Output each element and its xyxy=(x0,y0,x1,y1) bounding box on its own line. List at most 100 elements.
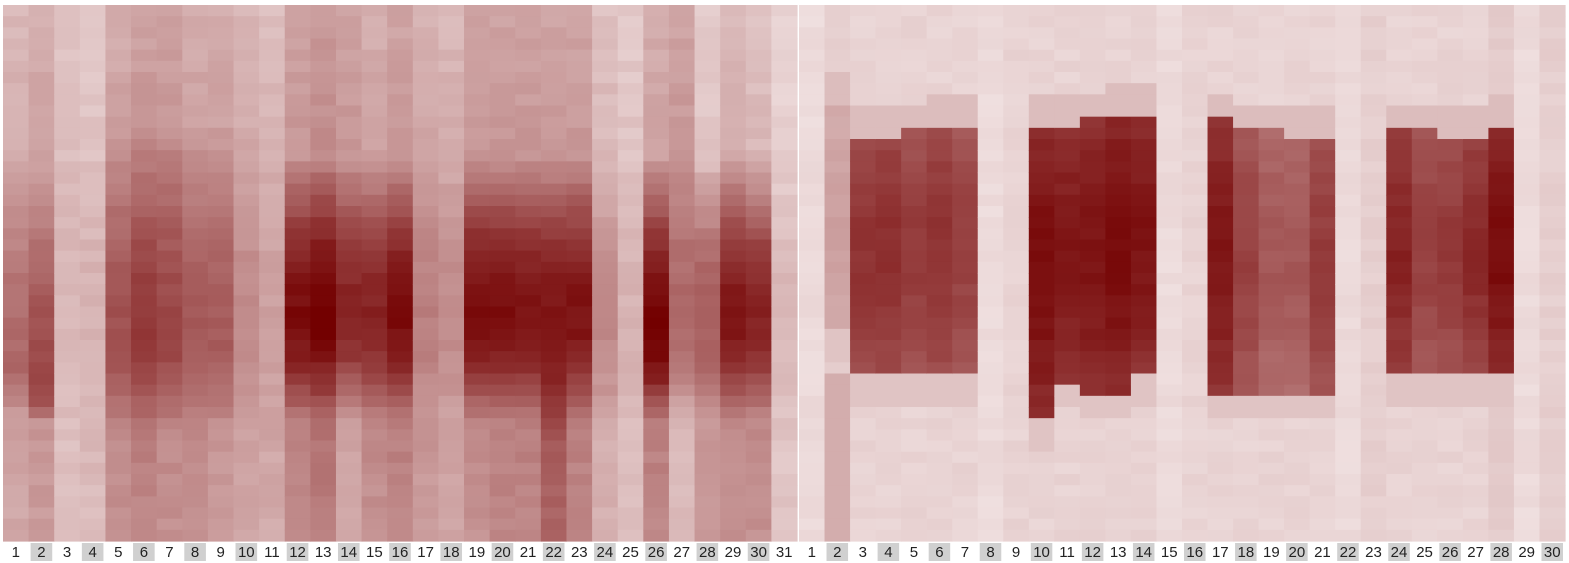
heatmap-cell xyxy=(335,295,363,308)
heatmap-cell xyxy=(875,150,902,162)
heatmap-cell xyxy=(875,284,902,296)
heatmap-cell xyxy=(1513,451,1541,464)
day-label: 16 xyxy=(392,544,409,561)
heatmap-cell xyxy=(592,474,619,486)
heatmap-cell xyxy=(977,306,1004,319)
heatmap-cell xyxy=(233,384,260,397)
heatmap-cell xyxy=(28,485,55,497)
heatmap-cell xyxy=(1054,161,1081,174)
heatmap-cell xyxy=(1335,60,1362,73)
heatmap-cell xyxy=(643,150,670,162)
heatmap-cell xyxy=(412,407,440,419)
heatmap-cell xyxy=(259,485,286,497)
heatmap-cell xyxy=(850,250,877,263)
heatmap-cell xyxy=(233,518,260,531)
heatmap-cell xyxy=(1284,273,1311,285)
heatmap-cell xyxy=(540,362,568,375)
heatmap-cell xyxy=(566,172,593,185)
heatmap-cell xyxy=(952,474,979,486)
heatmap-cell xyxy=(1360,295,1387,308)
heatmap-cell xyxy=(156,328,183,341)
heatmap-cell xyxy=(310,239,337,252)
heatmap-cell xyxy=(926,139,953,151)
heatmap-cell xyxy=(1079,440,1106,453)
heatmap-cell xyxy=(1488,496,1515,509)
heatmap-cell xyxy=(105,217,132,229)
heatmap-cell xyxy=(643,127,670,140)
heatmap-cell xyxy=(1156,83,1183,95)
heatmap-cell xyxy=(799,217,826,229)
heatmap-cell xyxy=(310,340,337,352)
heatmap-cell xyxy=(105,194,132,207)
heatmap-cell xyxy=(182,273,209,285)
heatmap-cell xyxy=(566,474,593,486)
heatmap-cell xyxy=(156,518,183,531)
heatmap-cell xyxy=(259,72,286,84)
heatmap-cell xyxy=(1105,351,1132,363)
heatmap-cell xyxy=(643,116,670,129)
heatmap-cell xyxy=(1207,273,1234,285)
heatmap-cell xyxy=(1411,228,1438,241)
heatmap-cell xyxy=(1207,127,1234,140)
heatmap-cell xyxy=(156,127,183,140)
heatmap-cell xyxy=(1335,261,1362,274)
heatmap-cell xyxy=(1258,351,1285,363)
heatmap-cell xyxy=(694,27,721,40)
heatmap-cell xyxy=(515,328,542,341)
heatmap-cell xyxy=(3,60,30,73)
heatmap-cell xyxy=(182,429,209,442)
heatmap-cell xyxy=(1130,407,1158,419)
heatmap-cell xyxy=(1309,351,1336,363)
heatmap-cell xyxy=(1539,440,1566,453)
heatmap-cell xyxy=(1462,239,1489,252)
heatmap-cell xyxy=(1386,60,1413,73)
heatmap-cell xyxy=(1488,161,1515,174)
heatmap-cell xyxy=(952,507,979,520)
heatmap-cell xyxy=(182,239,209,252)
heatmap-cell xyxy=(335,451,363,464)
heatmap-cell xyxy=(1539,217,1566,229)
heatmap-cell xyxy=(1309,127,1336,140)
heatmap-cell xyxy=(105,384,132,397)
heatmap-cell xyxy=(1028,239,1055,252)
heatmap-cell xyxy=(694,384,721,397)
heatmap-cell xyxy=(566,340,593,352)
heatmap-cell xyxy=(952,161,979,174)
heatmap-cell xyxy=(79,161,107,174)
heatmap-cell xyxy=(1207,5,1234,17)
heatmap-cell xyxy=(1539,83,1566,95)
heatmap-cell xyxy=(1513,27,1541,40)
heatmap-cell xyxy=(207,462,235,475)
heatmap-cell xyxy=(1539,407,1566,419)
heatmap-cell xyxy=(720,105,747,118)
heatmap-cell xyxy=(310,83,337,95)
heatmap-cell xyxy=(1386,150,1413,162)
heatmap-cell xyxy=(182,228,209,241)
heatmap-cell xyxy=(387,407,414,419)
heatmap-cell xyxy=(643,474,670,486)
heatmap-cell xyxy=(182,250,209,263)
heatmap-cell xyxy=(720,496,747,509)
heatmap-cell xyxy=(1156,49,1183,62)
heatmap-cell xyxy=(1284,340,1311,352)
heatmap-panel-month-2 xyxy=(799,5,1566,542)
heatmap-cell xyxy=(1411,217,1438,229)
heatmap-cell xyxy=(643,94,670,107)
day-label-shade xyxy=(1184,543,1206,561)
heatmap-cell xyxy=(412,60,440,73)
heatmap-cell xyxy=(566,194,593,207)
heatmap-cell xyxy=(259,239,286,252)
heatmap-cell xyxy=(28,127,55,140)
heatmap-cell xyxy=(1309,407,1336,419)
heatmap-cell xyxy=(1258,395,1285,408)
heatmap-cell xyxy=(335,373,363,386)
heatmap-cell xyxy=(28,507,55,520)
heatmap-cell xyxy=(824,116,851,129)
heatmap-cell xyxy=(1130,429,1158,442)
heatmap-cell xyxy=(1105,496,1132,509)
heatmap-cell xyxy=(105,507,132,520)
heatmap-cell xyxy=(1411,206,1438,218)
heatmap-cell xyxy=(259,105,286,118)
heatmap-cell xyxy=(131,429,158,442)
heatmap-cell xyxy=(1513,440,1541,453)
